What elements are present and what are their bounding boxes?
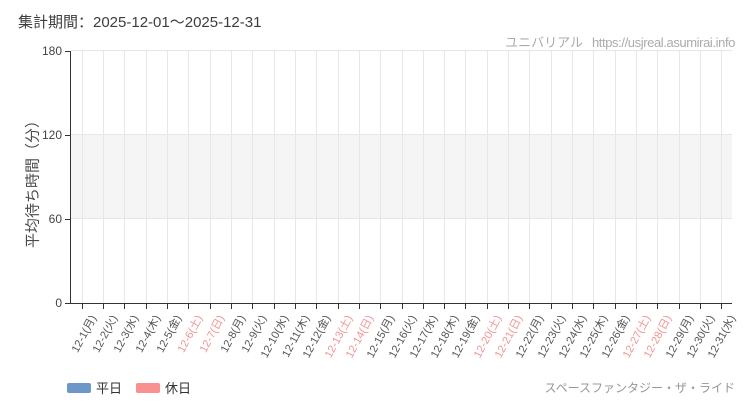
x-axis-tick	[230, 303, 232, 309]
x-axis-tick	[81, 303, 83, 309]
v-gridline	[145, 51, 147, 303]
x-axis-tick	[337, 303, 339, 309]
v-gridline	[614, 51, 616, 303]
x-axis-tick	[316, 303, 318, 309]
v-gridline	[508, 51, 510, 303]
v-gridline	[422, 51, 424, 303]
x-axis-tick	[401, 303, 403, 309]
v-gridline	[486, 51, 488, 303]
x-axis-tick	[636, 303, 638, 309]
x-axis-tick	[380, 303, 382, 309]
x-axis-tick	[678, 303, 680, 309]
y-axis-tick-label: 120	[41, 128, 62, 142]
v-gridline	[188, 51, 190, 303]
legend-label-holiday: 休日	[165, 381, 192, 396]
chart-legend: 平日 休日	[67, 378, 191, 397]
x-axis-tick	[614, 303, 616, 309]
y-axis-tick	[65, 135, 71, 136]
x-axis-tick	[593, 303, 595, 309]
v-gridline	[593, 51, 595, 303]
legend-item-holiday[interactable]: 休日	[136, 378, 191, 397]
v-gridline	[380, 51, 382, 303]
x-axis-tick	[294, 303, 296, 309]
v-gridline	[273, 51, 275, 303]
legend-swatch-weekday	[67, 382, 91, 393]
legend-swatch-holiday	[136, 382, 161, 393]
x-axis-tick	[721, 303, 723, 309]
legend-item-weekday[interactable]: 平日	[67, 378, 122, 397]
x-axis-tick	[444, 303, 446, 309]
x-axis-tick	[145, 303, 147, 309]
v-gridline	[700, 51, 702, 303]
v-gridline	[550, 51, 552, 303]
x-axis-tick	[529, 303, 531, 309]
v-gridline	[81, 51, 83, 303]
v-gridline	[102, 51, 104, 303]
plot-area	[65, 50, 732, 309]
v-gridline	[529, 51, 531, 303]
y-axis-tick-label: 180	[41, 44, 62, 58]
v-gridline	[294, 51, 296, 303]
v-gridline	[401, 51, 403, 303]
v-gridline	[230, 51, 232, 303]
x-axis-tick	[188, 303, 190, 309]
v-gridline	[252, 51, 254, 303]
x-axis-tick	[700, 303, 702, 309]
y-axis-tick	[65, 219, 71, 220]
x-axis-tick	[166, 303, 168, 309]
site-url-link[interactable]: https://usjreal.asumirai.info	[591, 35, 735, 50]
site-brand-label: ユニバリアル	[505, 35, 583, 50]
y-axis-title: 平均待ち時間（分）	[24, 113, 42, 249]
v-gridline	[444, 51, 446, 303]
v-gridline	[358, 51, 360, 303]
x-axis-tick	[209, 303, 211, 309]
v-gridline	[572, 51, 574, 303]
legend-label-weekday: 平日	[96, 381, 123, 396]
x-axis-tick	[572, 303, 574, 309]
y-axis-tick	[65, 303, 71, 304]
x-axis-tick	[102, 303, 104, 309]
attraction-name-label: スペースファンタジー・ザ・ライド	[544, 381, 735, 395]
x-axis-tick	[124, 303, 126, 309]
x-axis-tick	[550, 303, 552, 309]
aggregation-period-label: 集計期間：2025-12-01～2025-12-31	[18, 14, 262, 31]
x-axis-tick	[422, 303, 424, 309]
x-axis-tick	[252, 303, 254, 309]
v-gridline	[678, 51, 680, 303]
site-credit: ユニバリアル https://usjreal.asumirai.info	[505, 32, 735, 51]
x-axis-tick	[486, 303, 488, 309]
x-axis-tick	[465, 303, 467, 309]
x-axis-tick	[508, 303, 510, 309]
v-gridline	[636, 51, 638, 303]
v-gridline	[124, 51, 126, 303]
y-axis-tick	[65, 51, 71, 52]
v-gridline	[316, 51, 318, 303]
v-gridline	[721, 51, 723, 303]
h-gridline	[71, 50, 732, 51]
y-axis-tick-label: 0	[55, 296, 62, 310]
y-axis-tick-label: 60	[48, 212, 62, 226]
v-gridline	[465, 51, 467, 303]
x-axis-tick	[358, 303, 360, 309]
v-gridline	[166, 51, 168, 303]
v-gridline	[657, 51, 659, 303]
v-gridline	[337, 51, 339, 303]
x-axis-tick	[657, 303, 659, 309]
v-gridline	[209, 51, 211, 303]
x-axis-tick	[273, 303, 275, 309]
